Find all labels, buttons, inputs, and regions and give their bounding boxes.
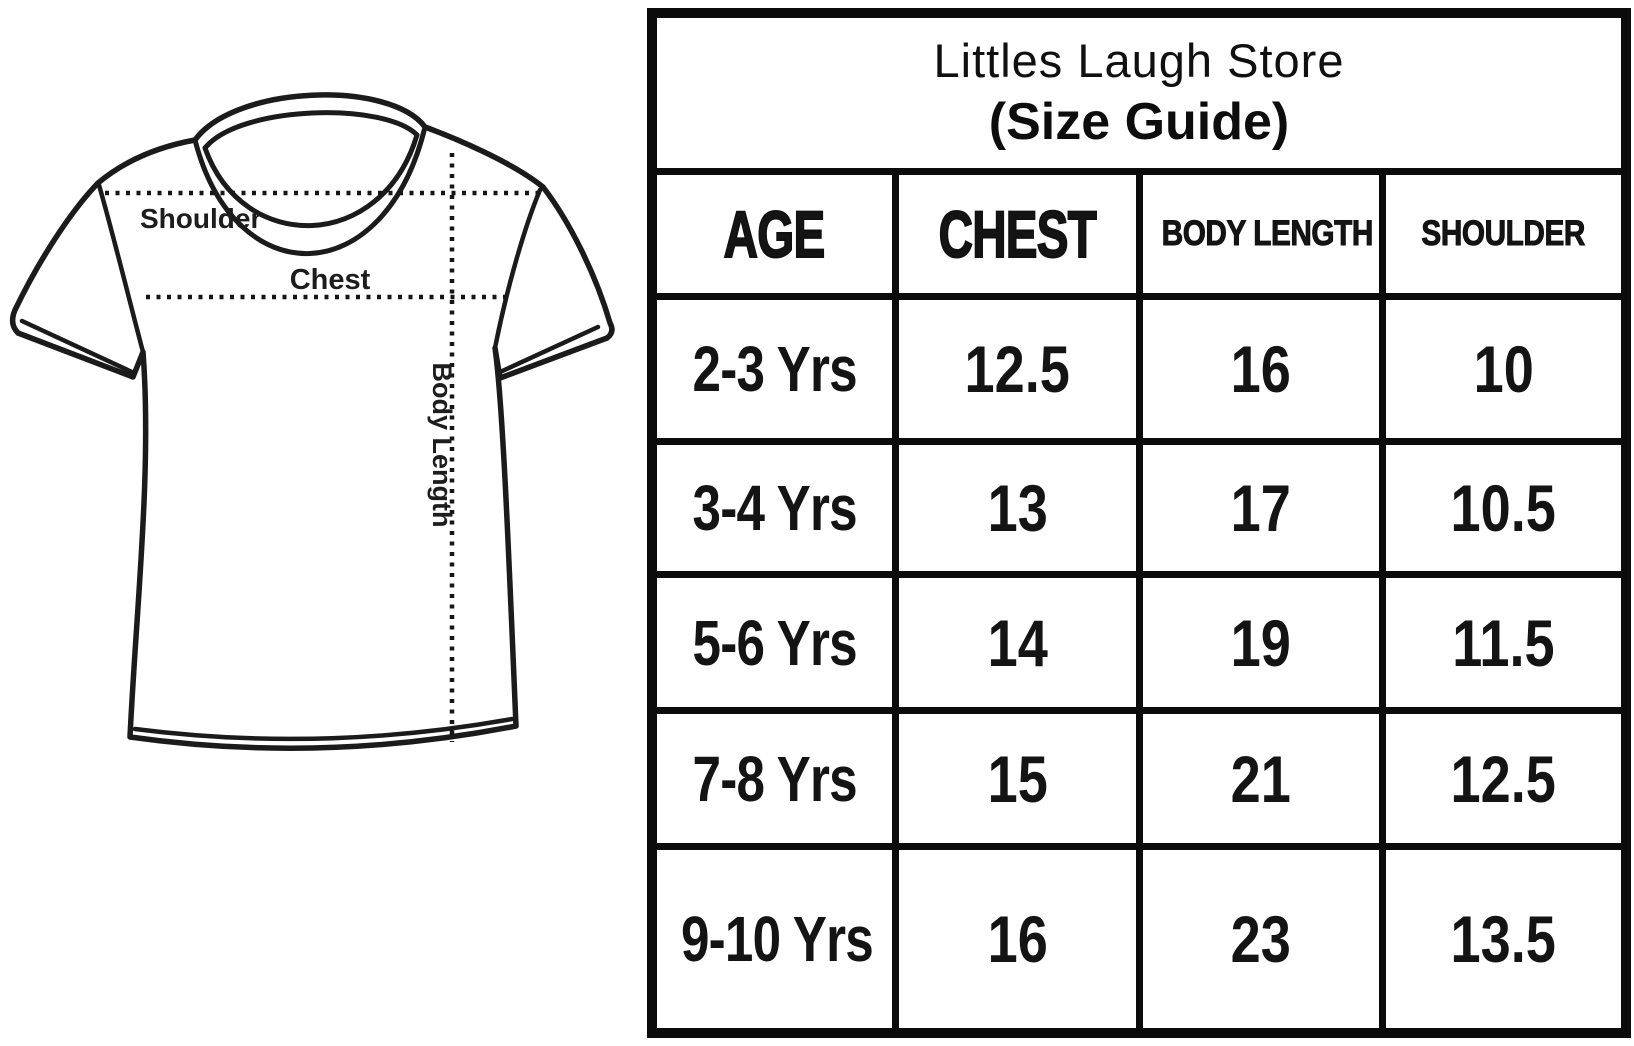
body-length-cell: 21	[1135, 707, 1386, 850]
tshirt-diagram: Shoulder Chest Body Length	[9, 92, 615, 751]
shoulder-label: Shoulder	[140, 203, 261, 234]
shoulder-cell: 10	[1379, 293, 1630, 445]
column-header-age: AGE	[648, 168, 899, 300]
shoulder-cell: 10.5	[1379, 438, 1630, 578]
chest-label: Chest	[290, 264, 371, 296]
table-row: 7-8 Yrs 15 21 12.5	[648, 707, 1630, 850]
age-cell: 9-10 Yrs	[648, 843, 899, 1037]
age-cell: 2-3 Yrs	[648, 293, 899, 445]
chest-cell: 15	[892, 707, 1143, 850]
table-row: 5-6 Yrs 14 19 11.5	[648, 571, 1630, 714]
chest-cell: 14	[892, 571, 1143, 714]
collar-front-inner	[202, 132, 420, 228]
shoulder-cell: 11.5	[1379, 571, 1630, 714]
table-row: 9-10 Yrs 16 23 13.5	[648, 843, 1630, 1037]
left-armhole-seam	[96, 182, 146, 355]
title-row: Littles Laugh Store (Size Guide)	[648, 9, 1630, 175]
hem-seam	[132, 716, 515, 742]
chest-cell: 13	[892, 438, 1143, 578]
age-cell: 3-4 Yrs	[648, 438, 899, 578]
shoulder-cell: 13.5	[1379, 843, 1630, 1037]
age-cell: 7-8 Yrs	[648, 707, 899, 850]
body-length-label: Body Length	[427, 363, 457, 528]
shoulder-cell: 12.5	[1379, 707, 1630, 850]
table-row: 3-4 Yrs 13 17 10.5	[648, 438, 1630, 578]
chest-cell: 16	[892, 843, 1143, 1037]
body-length-cell: 16	[1135, 293, 1386, 445]
table-subtitle: (Size Guide)	[988, 93, 1290, 152]
size-guide-table: Littles Laugh Store (Size Guide) AGE CHE…	[647, 8, 1631, 1038]
age-cell: 5-6 Yrs	[648, 571, 899, 714]
right-armhole-seam	[492, 187, 543, 351]
right-cuff-seam	[495, 324, 601, 376]
store-name: Littles Laugh Store	[933, 34, 1345, 88]
table-title: Littles Laugh Store (Size Guide)	[648, 9, 1630, 175]
chest-cell: 12.5	[892, 293, 1143, 445]
body-length-cell: 19	[1135, 571, 1386, 714]
body-length-cell: 23	[1135, 843, 1386, 1037]
column-header-shoulder: SHOULDER	[1379, 168, 1630, 300]
collar-front-outer	[192, 124, 428, 256]
table-row: 2-3 Yrs 12.5 16 10	[648, 293, 1630, 445]
body-length-cell: 17	[1135, 438, 1386, 578]
header-row: AGE CHEST BODY LENGTH SHOULDER	[648, 168, 1630, 300]
tshirt-outline	[9, 92, 615, 751]
column-header-body-length: BODY LENGTH	[1135, 168, 1386, 300]
left-cuff-seam	[19, 318, 135, 375]
size-guide-table-container: Littles Laugh Store (Size Guide) AGE CHE…	[647, 8, 1631, 1038]
column-header-chest: CHEST	[892, 168, 1143, 300]
collar-back-seam	[202, 110, 420, 151]
